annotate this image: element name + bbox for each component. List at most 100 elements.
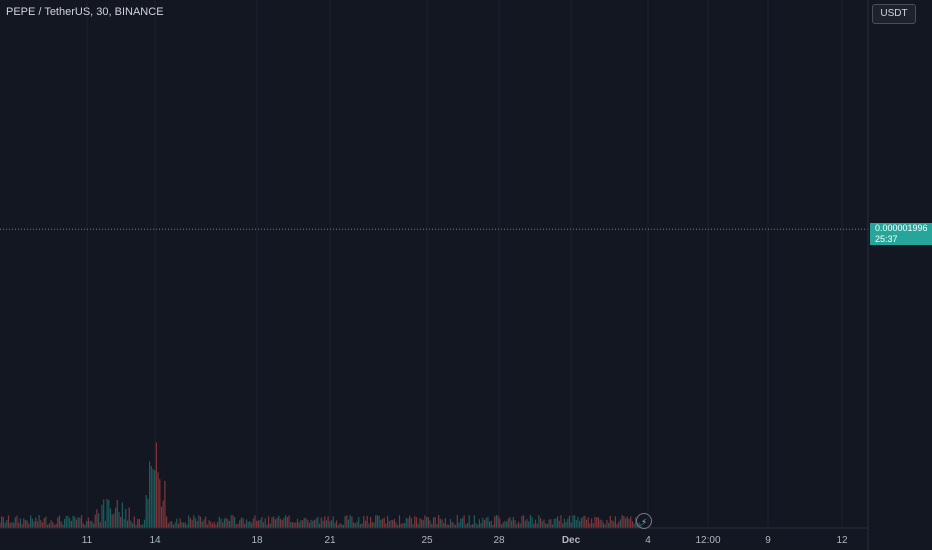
volume-bar: [47, 524, 49, 528]
volume-bar: [26, 520, 28, 528]
volume-bar: [497, 515, 499, 528]
volume-bar: [1, 516, 3, 528]
volume-bar: [230, 515, 232, 528]
volume-bar: [33, 521, 35, 528]
volume-bar: [466, 523, 469, 528]
volume-bar: [458, 522, 460, 528]
volume-bar: [448, 524, 450, 528]
time-tick-label: 21: [324, 535, 336, 546]
time-tick-label: 12:00: [695, 535, 720, 546]
last-price-value: 0.000001996: [875, 223, 928, 233]
volume-bar: [422, 520, 424, 528]
volume-bar: [208, 520, 210, 528]
volume-bar: [271, 517, 273, 528]
volume-bar: [126, 520, 129, 528]
volume-bar: [432, 517, 435, 528]
volume-bar: [24, 520, 27, 528]
volume-bar: [305, 518, 307, 528]
volume-bar: [220, 518, 222, 528]
volume-bar: [494, 516, 496, 528]
volume-bar: [115, 507, 117, 528]
volume-bar: [517, 521, 520, 528]
volume-bar: [84, 524, 86, 528]
volume-bar: [157, 472, 159, 528]
volume-bar: [138, 519, 140, 528]
volume-bar: [181, 522, 183, 528]
volume-bar: [506, 521, 508, 528]
volume-bar: [358, 516, 360, 528]
volume-bar: [261, 517, 263, 528]
volume-bar: [23, 518, 25, 528]
volume-bar: [630, 516, 632, 528]
volume-bar: [319, 523, 321, 528]
volume-bar: [45, 516, 47, 528]
volume-bar: [562, 523, 564, 528]
volume-bar: [451, 521, 453, 528]
volume-bar: [58, 515, 61, 528]
volume-bar: [502, 522, 504, 528]
volume-bar: [597, 517, 599, 528]
volume-bar: [480, 523, 482, 528]
volume-bar: [6, 520, 8, 528]
volume-bar: [13, 522, 15, 528]
volume-bar: [509, 516, 511, 528]
volume-bar: [499, 518, 501, 528]
time-tick-label: 25: [421, 535, 433, 546]
volume-bar: [302, 520, 304, 528]
volume-bar: [500, 524, 503, 528]
volume-bar: [133, 516, 135, 528]
currency-button[interactable]: USDT: [872, 4, 916, 24]
volume-bar: [251, 522, 253, 528]
volume-bar: [540, 518, 542, 528]
volume-bar: [337, 524, 339, 528]
volume-bar: [77, 517, 79, 528]
volume-bar: [397, 524, 399, 528]
time-axis[interactable]: 11 14 18 21 25 28 Dec 4 12:00 9 12: [82, 535, 848, 546]
volume-bar: [353, 522, 355, 528]
volume-bar: [142, 524, 144, 528]
volume-bar: [145, 495, 147, 528]
volume-bar: [519, 523, 521, 528]
volume-bar: [296, 518, 299, 528]
volume-bar: [324, 516, 326, 528]
volume-bar: [327, 516, 329, 528]
volume-bar: [364, 520, 367, 528]
volume-bar: [419, 518, 421, 528]
volume-bar: [140, 524, 142, 528]
volume-bar: [334, 522, 336, 528]
volume-bar: [242, 518, 244, 528]
volume-bar: [599, 519, 601, 528]
volume-bar: [332, 516, 334, 528]
volume-bar: [528, 521, 530, 528]
volume-bar: [276, 517, 278, 528]
volume-bar: [217, 521, 219, 528]
volume-bar: [176, 518, 178, 528]
volume-bar: [38, 515, 40, 528]
volume-bar: [601, 520, 603, 528]
volume-bar: [106, 498, 108, 528]
lightning-icon[interactable]: ⚡: [636, 513, 652, 529]
volume-bar: [247, 522, 249, 528]
volume-bar: [239, 520, 241, 528]
volume-bar: [434, 517, 436, 528]
volume-bar: [531, 517, 533, 528]
volume-bar: [159, 479, 161, 528]
volume-bar: [628, 519, 630, 528]
volume-bar: [203, 519, 205, 528]
volume-bar: [189, 517, 191, 528]
volume-bar: [283, 517, 285, 528]
volume-bar: [172, 524, 174, 528]
volume-bar: [89, 521, 91, 528]
volume-bar: [404, 522, 406, 528]
volume-bar: [370, 516, 372, 528]
volume-bar: [235, 524, 237, 528]
volume-bar: [86, 521, 88, 528]
volume-bar: [237, 523, 239, 528]
volume-bar: [536, 523, 538, 528]
volume-bar: [160, 506, 163, 528]
volume-bar: [604, 524, 606, 528]
volume-bar: [35, 517, 37, 528]
volume-bar: [444, 518, 446, 528]
volume-bar: [516, 524, 518, 528]
